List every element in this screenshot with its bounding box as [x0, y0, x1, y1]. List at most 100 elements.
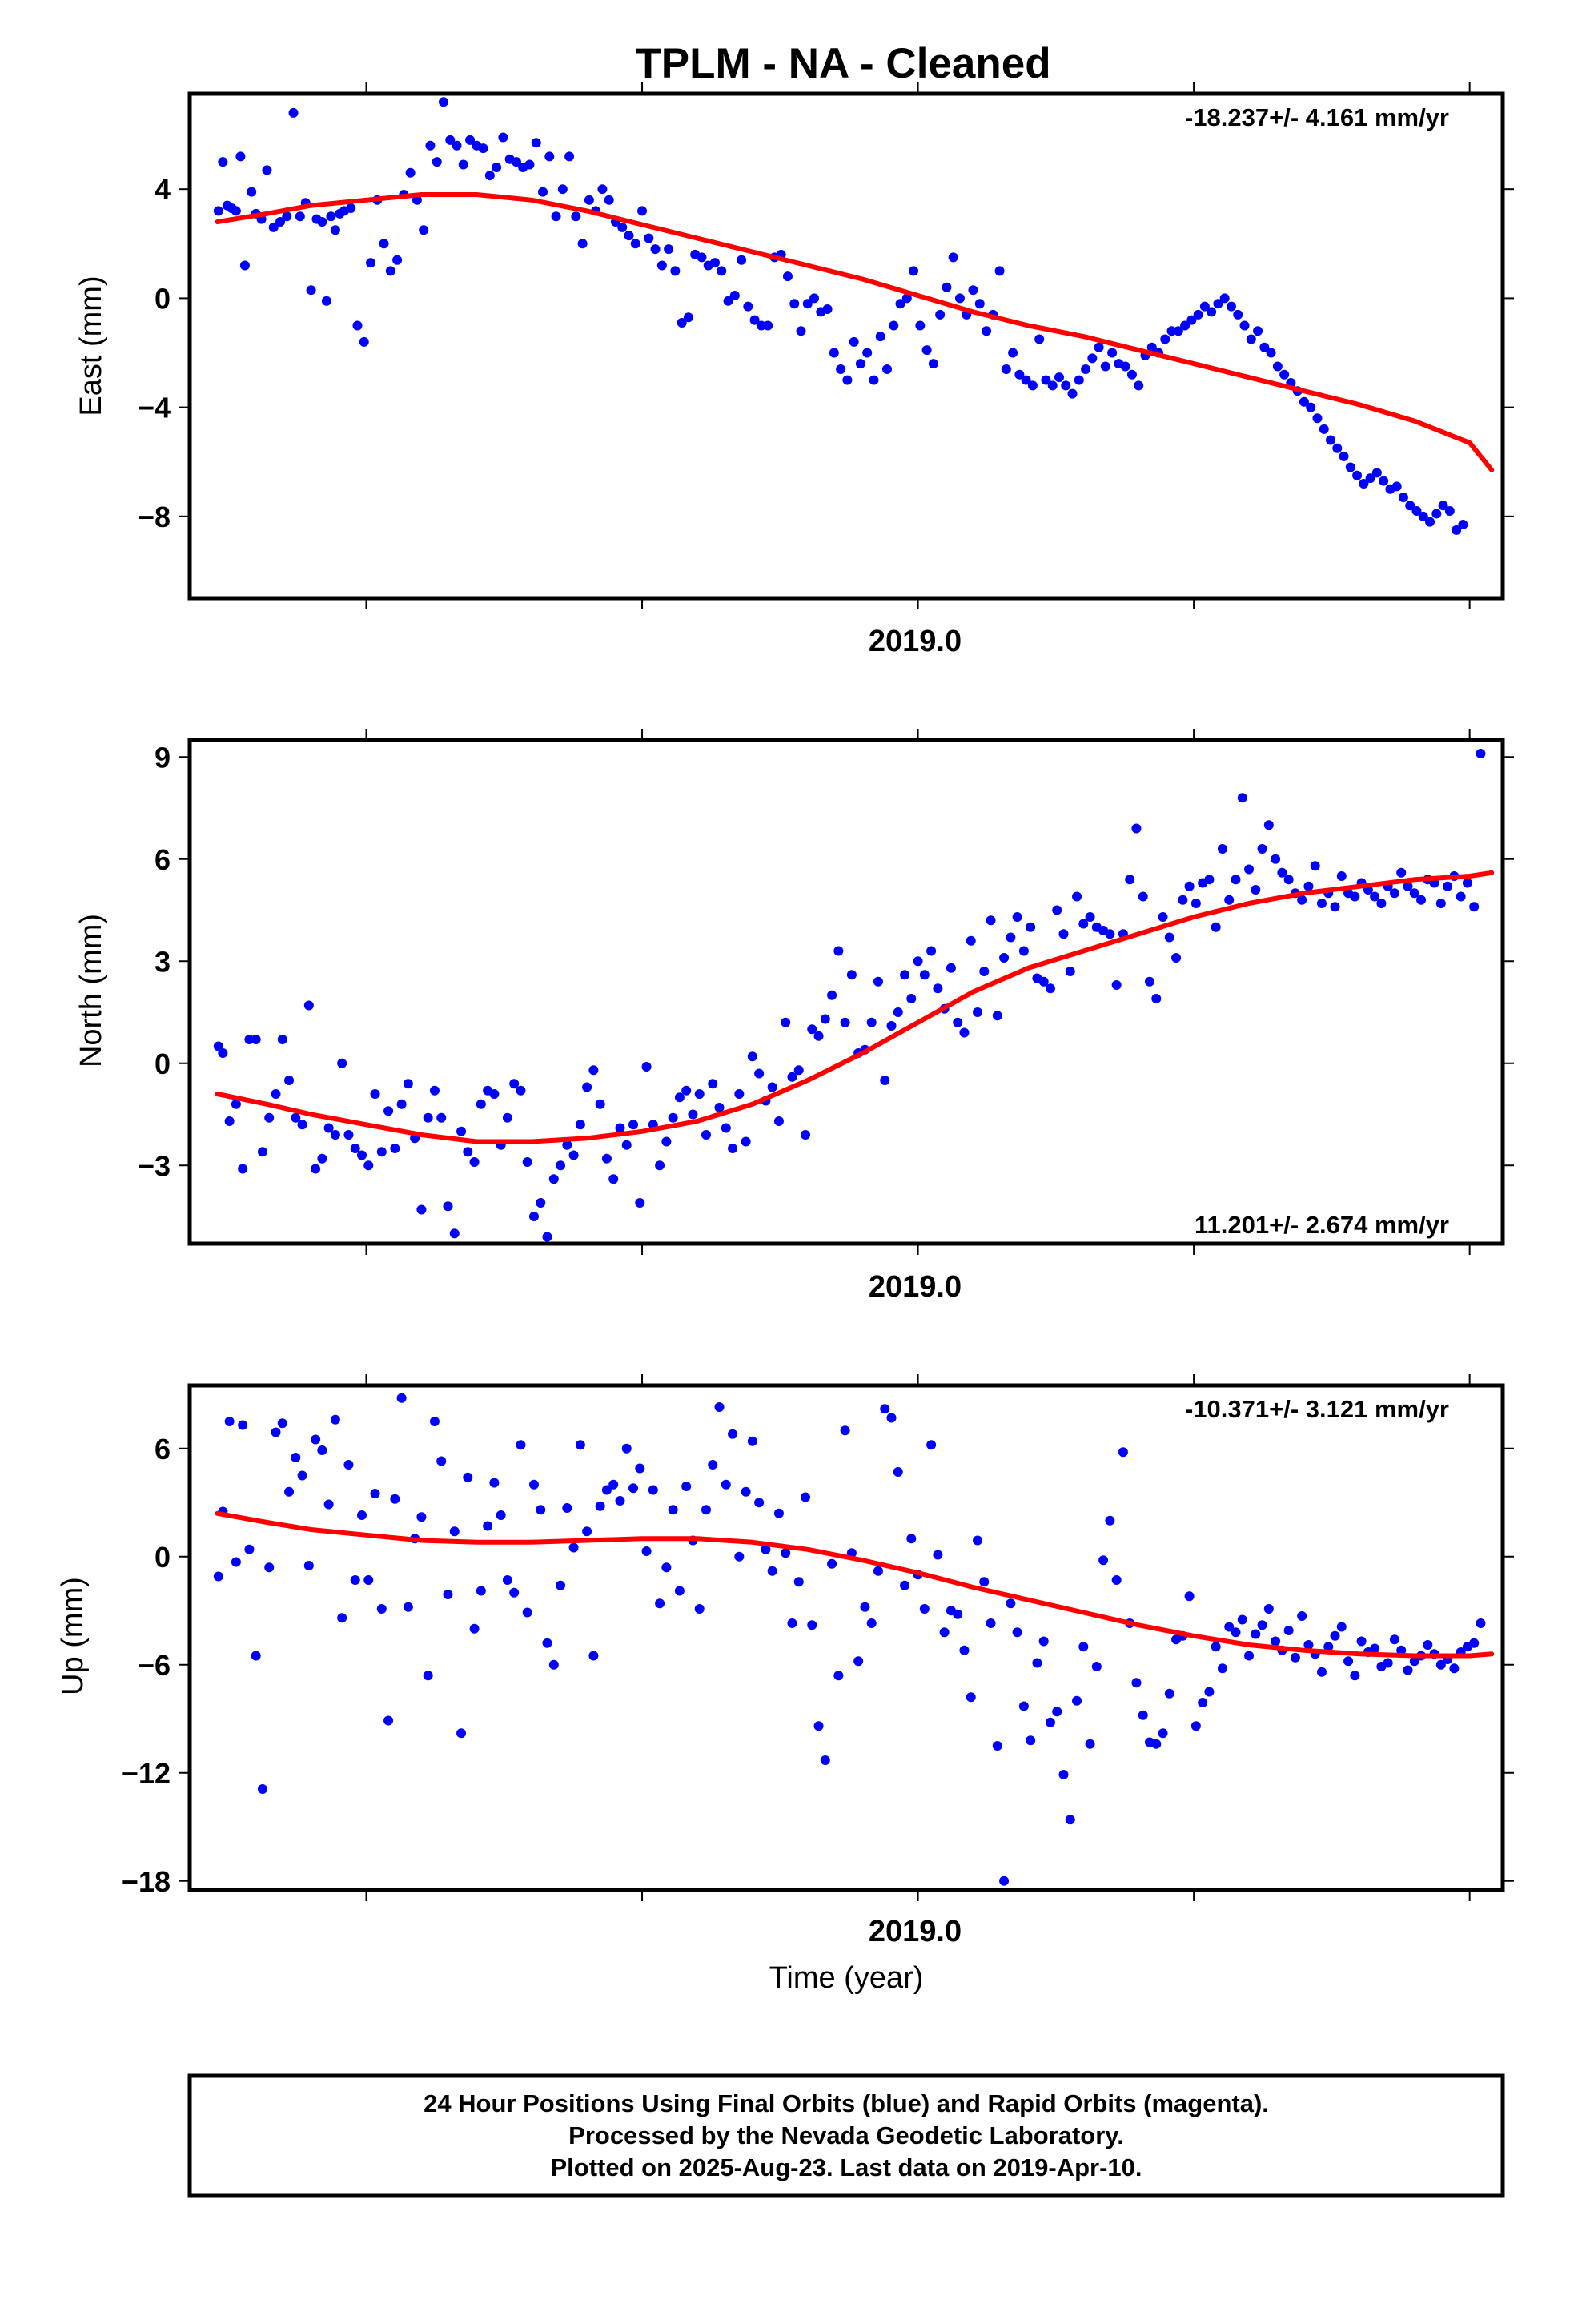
east-data-point [782, 271, 793, 282]
east-data-point [717, 266, 727, 276]
east-data-point [1041, 375, 1051, 385]
east-data-point [677, 318, 687, 328]
up-data-point [979, 1577, 990, 1587]
east-data-point [1094, 342, 1104, 352]
east-data-point [697, 252, 707, 263]
east-data-point [392, 255, 403, 265]
east-data-point [683, 312, 693, 323]
up-data-point [1231, 1627, 1241, 1638]
north-data-point [1211, 922, 1221, 932]
east-data-point [1034, 334, 1045, 344]
east-data-point [1306, 402, 1316, 412]
up-data-point [463, 1472, 473, 1482]
east-data-point [836, 364, 846, 374]
north-data-point [257, 1147, 267, 1157]
x-axis-label: Time (year) [769, 1961, 924, 1995]
up-data-point [556, 1580, 566, 1590]
east-data-point [670, 266, 681, 276]
up-data-point [655, 1598, 665, 1609]
east-data-point [749, 315, 760, 325]
north-data-point [628, 1120, 639, 1130]
up-data-point [1343, 1656, 1354, 1667]
up-data-point [754, 1498, 765, 1508]
east-data-point [895, 299, 905, 309]
north-data-point [1416, 895, 1427, 905]
north-data-point [681, 1085, 692, 1096]
east-data-point [531, 138, 541, 148]
east-data-point [789, 299, 800, 309]
up-data-point [416, 1512, 427, 1522]
up-data-point [1111, 1575, 1122, 1585]
up-data-point [1283, 1626, 1294, 1635]
up-data-point [900, 1580, 910, 1590]
north-data-point [959, 1027, 970, 1038]
up-data-point [436, 1456, 447, 1466]
east-data-point [268, 222, 279, 232]
up-data-point [1409, 1656, 1419, 1667]
east-data-point [235, 151, 246, 162]
north-data-point [1171, 953, 1182, 963]
north-data-point [1297, 895, 1307, 905]
east-data-point [869, 375, 879, 385]
up-data-point [284, 1486, 295, 1497]
north-data-point [1310, 861, 1320, 871]
north-data-point [416, 1204, 427, 1215]
up-data-point [456, 1728, 467, 1739]
up-data-point [516, 1440, 526, 1450]
up-y-tick-label: 6 [155, 1433, 171, 1466]
east-data-point [901, 293, 912, 304]
north-data-point [781, 1017, 791, 1027]
east-data-point [1100, 361, 1110, 372]
east-data-point [1061, 380, 1071, 391]
up-data-point [728, 1429, 738, 1439]
north-data-point [1316, 899, 1327, 908]
up-data-point [1012, 1627, 1022, 1638]
north-data-point [973, 1007, 982, 1017]
up-data-point [297, 1470, 307, 1481]
up-data-point [708, 1460, 718, 1470]
north-data-point [913, 956, 923, 967]
north-data-point [979, 967, 990, 976]
up-data-point [1323, 1642, 1334, 1652]
east-data-point [604, 195, 614, 205]
up-y-tick-label: −6 [138, 1649, 171, 1682]
east-data-point [729, 291, 740, 300]
east-data-point [1345, 462, 1355, 472]
up-data-point [694, 1604, 705, 1614]
north-x-tick-label: 2019.0 [869, 1270, 962, 1304]
up-data-point [396, 1393, 407, 1403]
east-data-point [743, 301, 753, 312]
north-data-point [933, 983, 943, 994]
east-data-point [452, 140, 462, 151]
north-y-axis-label: North (mm) [74, 914, 108, 1068]
north-data-point [1469, 902, 1480, 912]
up-data-point [813, 1721, 824, 1731]
east-data-point [1213, 299, 1223, 309]
up-data-point [1403, 1665, 1413, 1675]
up-data-point [1006, 1598, 1016, 1609]
east-data-point [524, 159, 535, 170]
east-data-point [802, 299, 813, 309]
east-data-point [557, 184, 568, 195]
up-data-point [853, 1656, 864, 1667]
up-data-point [317, 1445, 327, 1455]
north-data-point [284, 1076, 295, 1085]
north-data-point [271, 1089, 281, 1099]
east-data-point [881, 364, 892, 374]
east-data-point [1074, 375, 1084, 385]
east-data-point [1266, 348, 1276, 358]
north-rate-annotation: 11.201+/- 2.674 mm/yr [1195, 1211, 1449, 1239]
north-data-point [548, 1174, 559, 1184]
north-data-point [1045, 983, 1055, 994]
north-data-point [1184, 881, 1195, 891]
up-data-point [257, 1784, 267, 1794]
north-data-point [562, 1140, 572, 1150]
north-data-point [946, 963, 956, 973]
up-data-point [251, 1651, 261, 1661]
up-data-point [959, 1645, 970, 1655]
north-fit-curve [215, 870, 1495, 1144]
east-data-point [445, 135, 456, 145]
up-data-point [1244, 1651, 1255, 1661]
up-y-tick-label: −18 [122, 1865, 171, 1898]
